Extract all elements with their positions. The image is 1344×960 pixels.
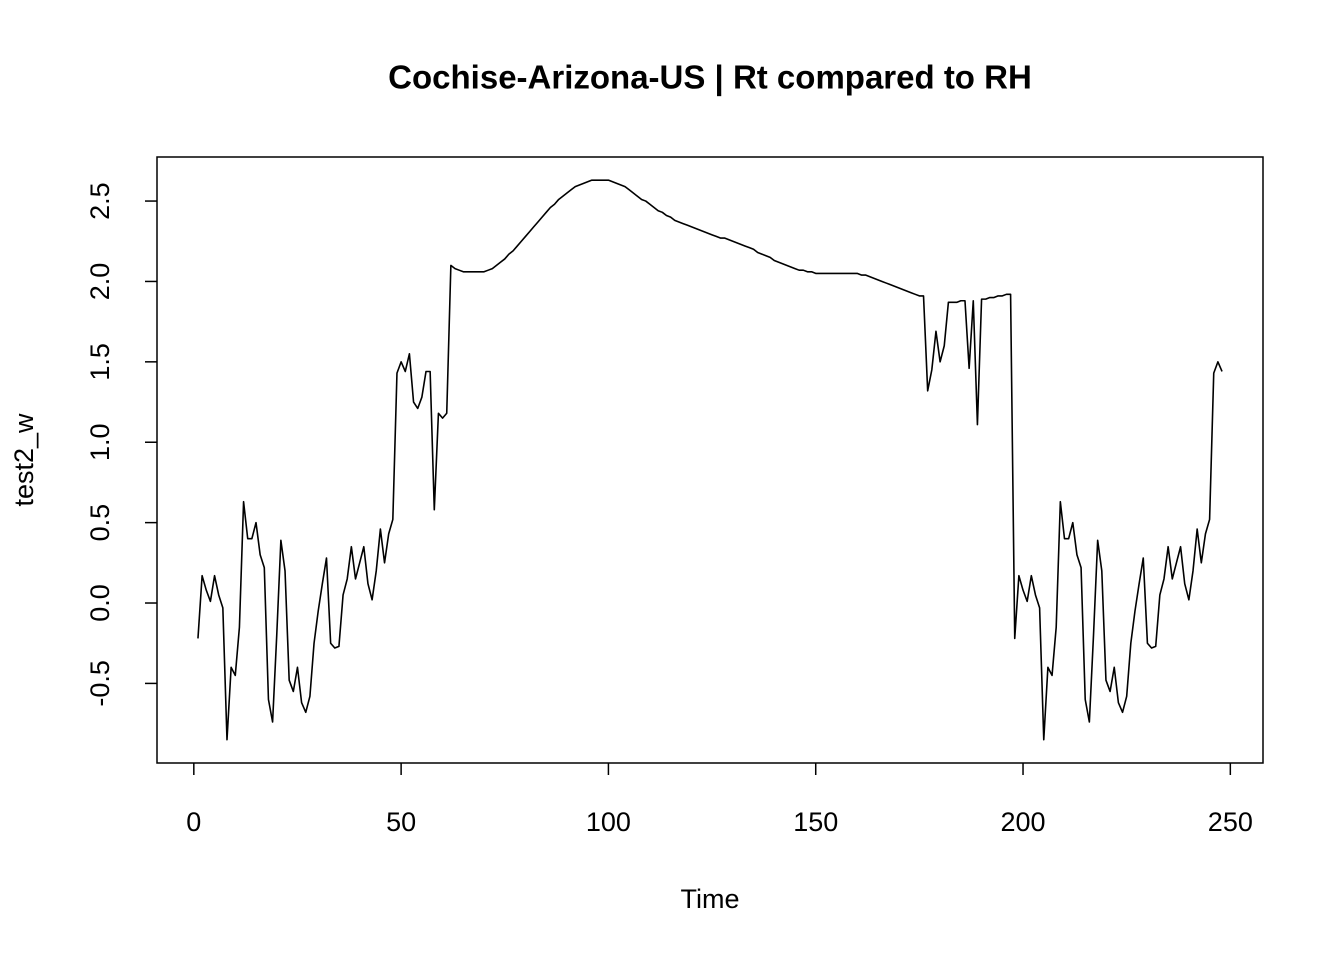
x-tick-label: 0: [186, 807, 201, 837]
x-tick-label: 100: [586, 807, 631, 837]
x-tick-label: 150: [793, 807, 838, 837]
plot-frame: [156, 156, 1264, 764]
y-tick-label: -0.5: [85, 660, 115, 707]
chart-title: Cochise-Arizona-US | Rt compared to RH: [388, 59, 1032, 96]
y-tick-label: 0.0: [85, 584, 115, 622]
y-tick-label: 0.5: [85, 504, 115, 542]
y-tick-label: 2.5: [85, 182, 115, 220]
data-line: [197, 179, 1223, 741]
y-tick-label: 1.0: [85, 423, 115, 461]
y-tick-label: 2.0: [85, 263, 115, 301]
x-tick-label: 250: [1208, 807, 1253, 837]
y-tick-label: 1.5: [85, 343, 115, 381]
y-axis-label: test2_w: [9, 413, 39, 507]
x-axis-label: Time: [681, 884, 740, 914]
x-tick-label: 50: [386, 807, 416, 837]
x-tick-label: 200: [1000, 807, 1045, 837]
